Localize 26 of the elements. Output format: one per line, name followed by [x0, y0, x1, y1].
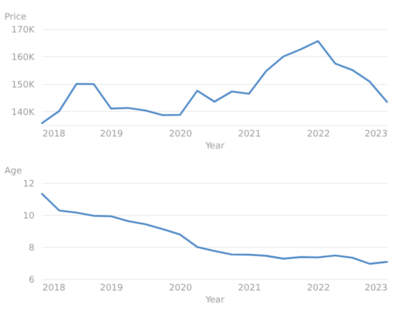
x-tick-label: 2022 [307, 284, 330, 294]
y-tick-label: 12 [23, 180, 34, 190]
x-axis-title: Year [204, 296, 225, 306]
x-tick-label: 2019 [100, 130, 124, 140]
x-tick-label: 2019 [100, 284, 124, 294]
x-tick-label: 2023 [364, 130, 388, 140]
y-tick-label: 140K [11, 108, 36, 118]
x-tick-label: 2023 [364, 284, 388, 294]
y-tick-label: 170K [11, 26, 36, 36]
x-axis-title: Year [204, 142, 225, 152]
y-tick-label: 6 [28, 276, 35, 286]
y-tick-label: 10 [23, 212, 35, 222]
line-series [41, 40, 388, 124]
x-tick-label: 2022 [307, 130, 330, 140]
x-tick-label: 2018 [42, 130, 66, 140]
y-tick-label: 160K [11, 52, 36, 63]
y-axis-title: Age [4, 166, 22, 176]
x-tick-label: 2021 [238, 284, 261, 294]
y-axis-title: Price [4, 12, 27, 22]
y-tick-label: 8 [28, 244, 35, 254]
x-tick-label: 2021 [238, 130, 261, 140]
x-tick-label: 2020 [169, 284, 192, 294]
x-tick-label: 2020 [169, 130, 192, 140]
y-tick-label: 150K [11, 80, 36, 90]
x-tick-label: 2018 [42, 284, 66, 294]
line-series [41, 192, 388, 265]
